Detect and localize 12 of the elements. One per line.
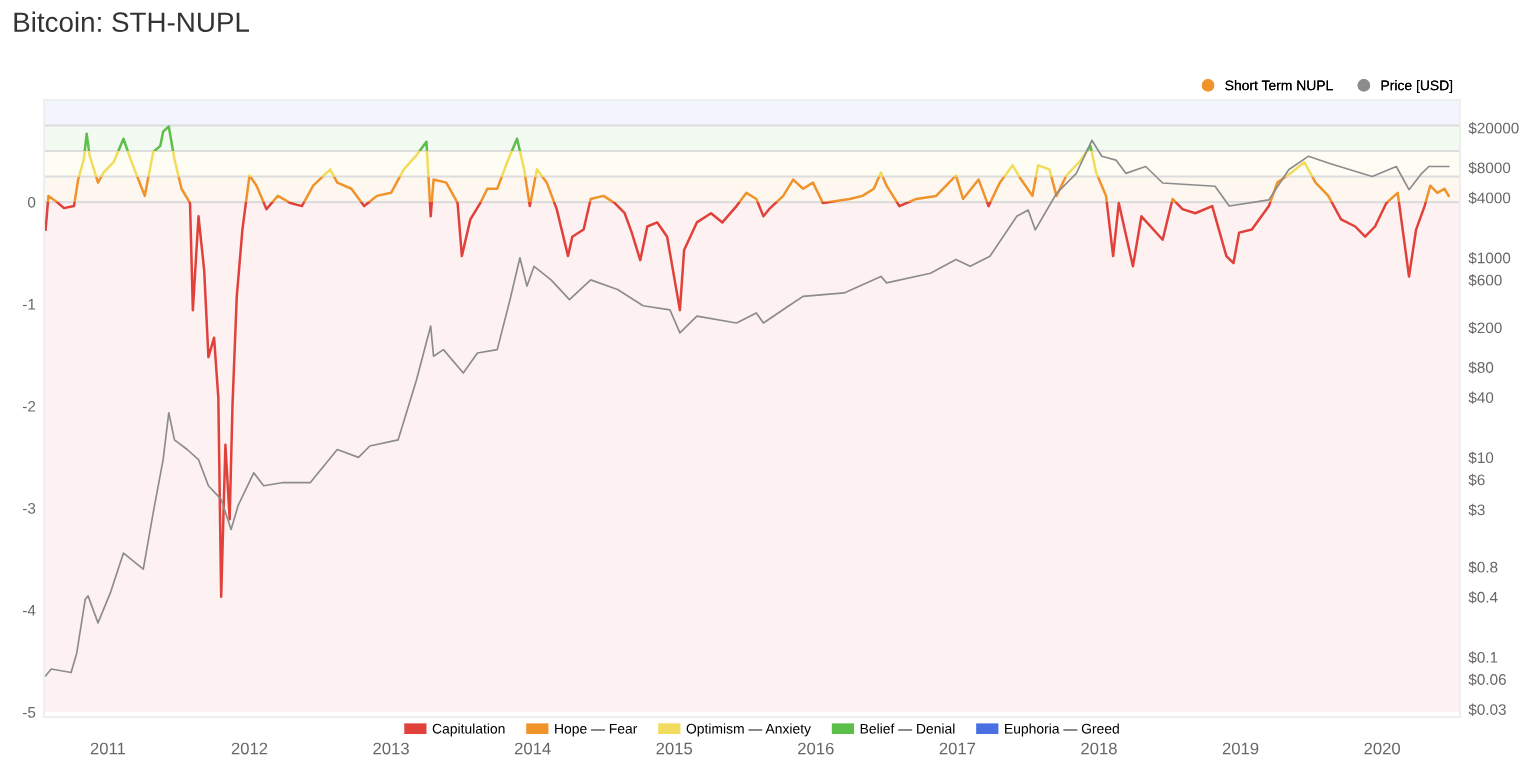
x-tick-label: 2020	[1364, 742, 1401, 755]
x-tick-label: 2015	[656, 742, 693, 755]
x-tick-label: 2013	[373, 742, 409, 755]
chart-title: Bitcoin: STH-NUPL	[14, 11, 249, 33]
x-tick-label: 2019	[1222, 742, 1259, 755]
x-tick-label: 2017	[939, 742, 976, 755]
x-tick-label: 2018	[1081, 742, 1117, 755]
x-tick-label: 2016	[798, 742, 834, 755]
x-tick-label: 2011	[90, 742, 126, 755]
x-tick-label: 2012	[231, 742, 268, 755]
line-series	[44, 139, 1450, 677]
x-tick-label: 2014	[514, 742, 551, 755]
